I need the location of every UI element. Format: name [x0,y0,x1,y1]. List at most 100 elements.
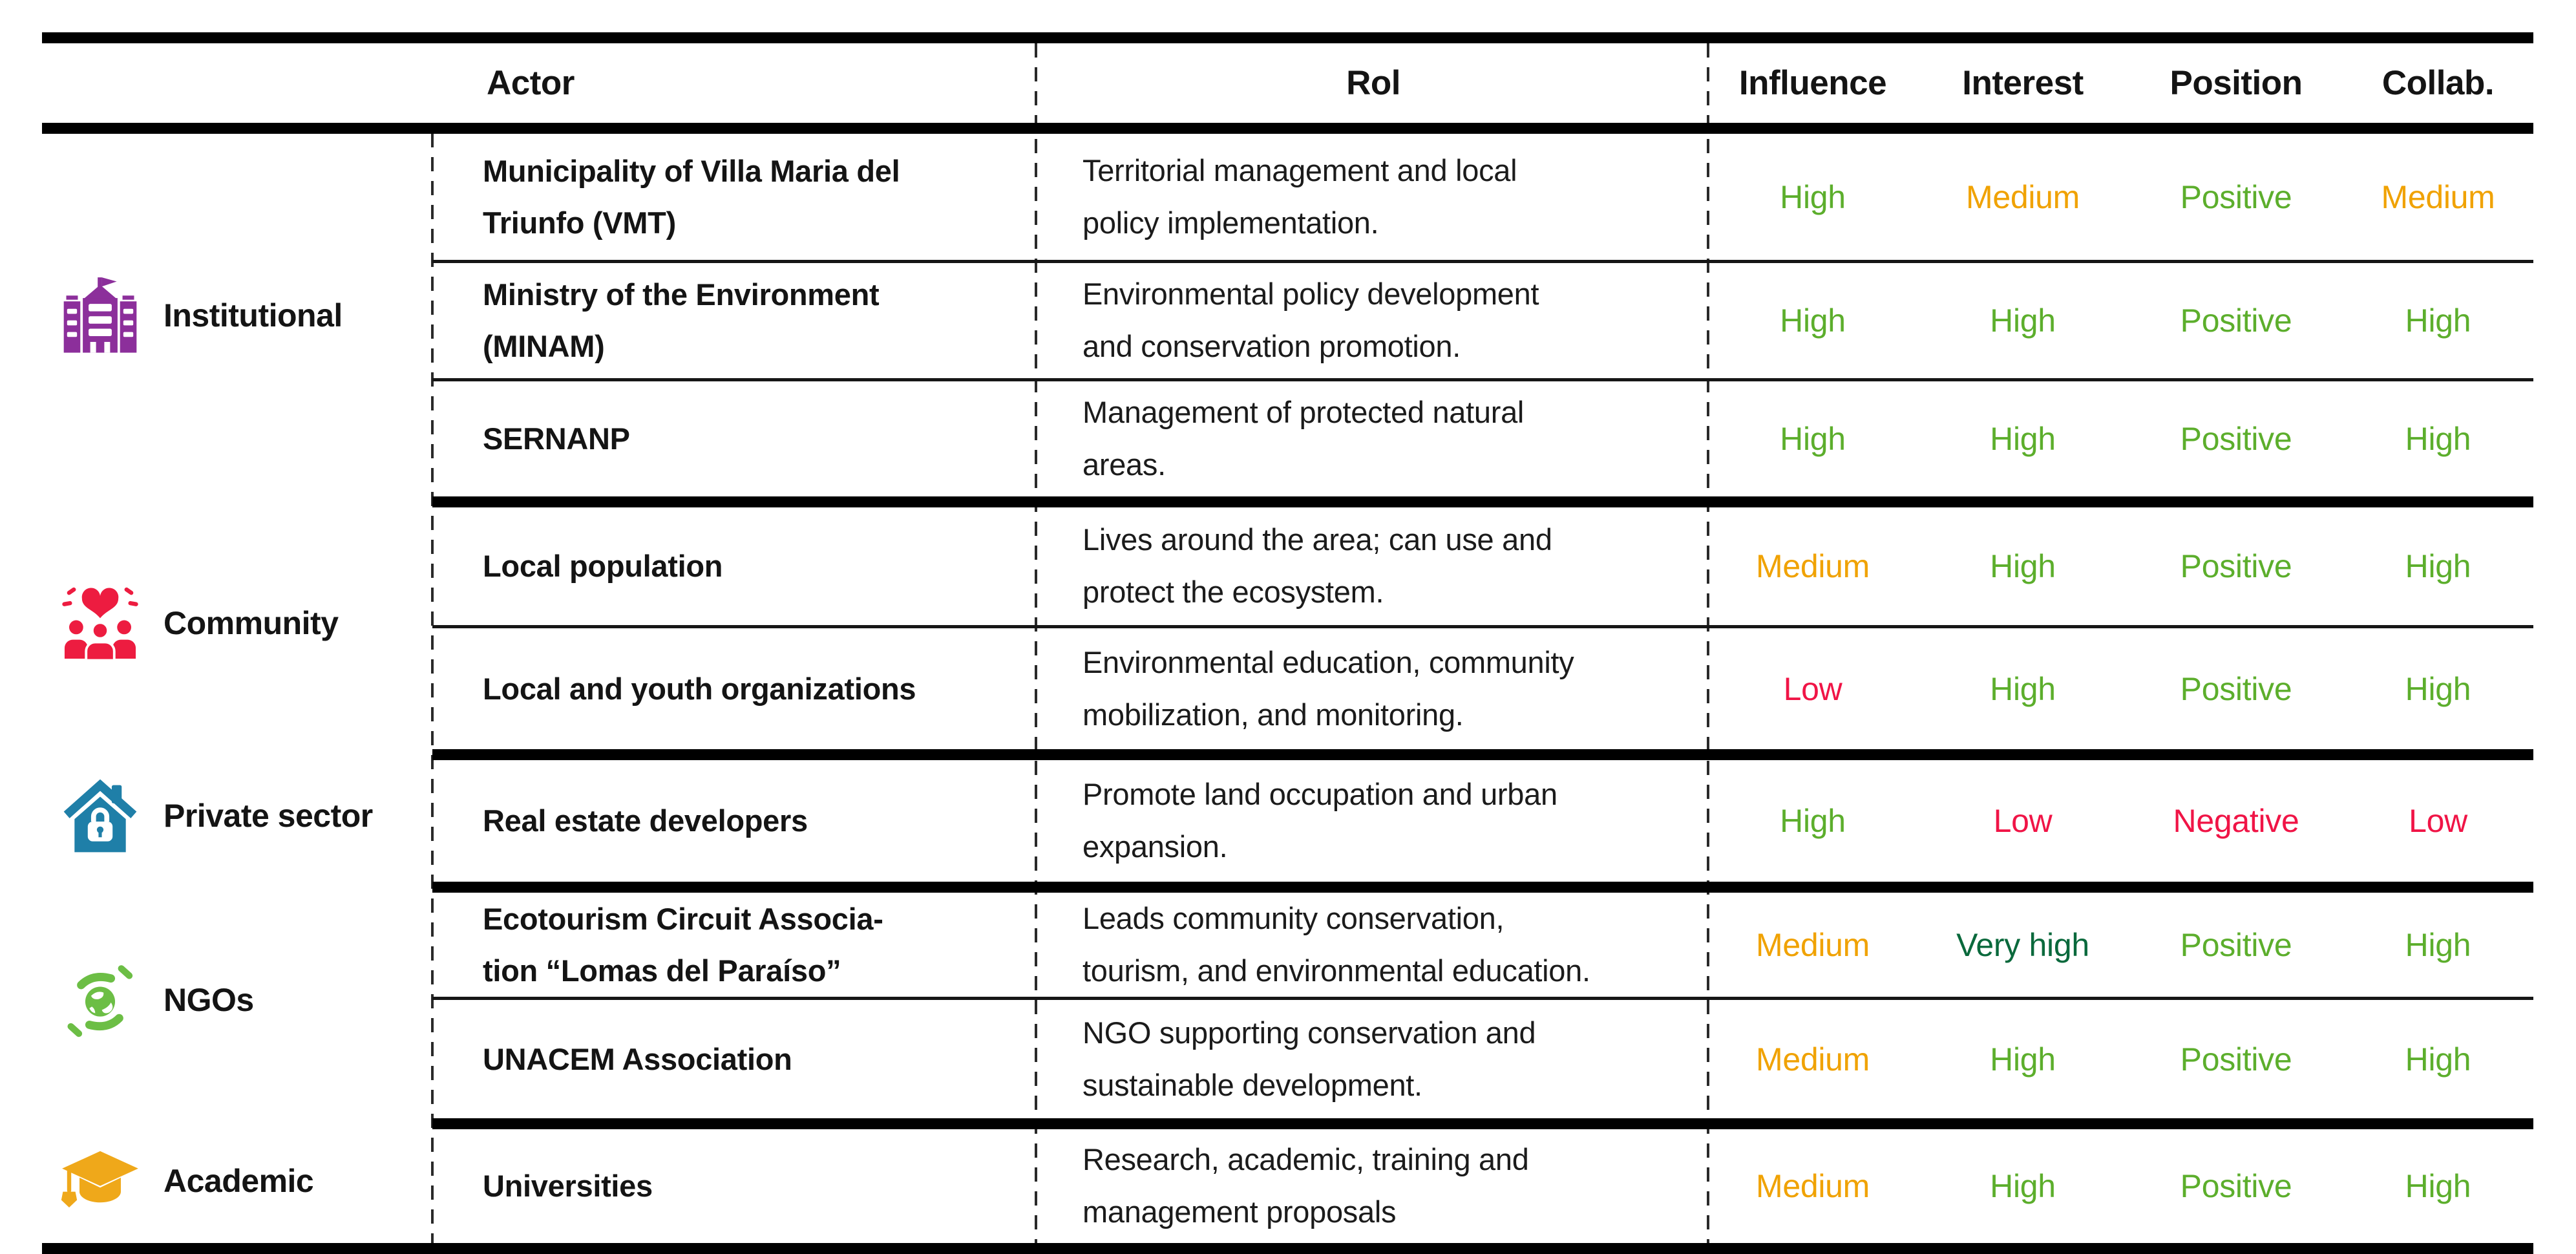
col-header-collab: Collab. [2343,43,2533,134]
actor-name: Local and youth organizations [432,625,1037,749]
col-header-position: Position [2129,43,2343,134]
value-text: High [1990,548,2056,584]
value-text: High [2405,670,2471,707]
collab-value: High [2343,625,2533,749]
collab-value: Medium [2343,134,2533,260]
value-text: Positive [2180,178,2292,215]
role-description: Environmental education, community mobil… [1037,625,1709,749]
interest-value: High [1916,378,2129,496]
value-text: Positive [2180,1168,2292,1204]
hands-around-globe-icon [67,965,133,1037]
interest-value: High [1916,260,2129,378]
interest-value: High [1916,997,2129,1118]
actor-name: Ministry of the Environment (MINAM) [432,260,1037,378]
category-label: Private sector [164,797,373,834]
col-header-influence: Influence [1709,43,1916,134]
graduation-cap-icon [61,1151,138,1207]
value-text: High [1990,1168,2056,1204]
influence-value: High [1709,378,1916,496]
position-value: Positive [2129,1118,2343,1243]
value-text: Positive [2180,548,2292,584]
influence-value: High [1709,749,1916,882]
collab-value: Low [2343,749,2533,882]
value-text: High [1780,178,1846,215]
actor-name: UNACEM Association [432,997,1037,1118]
actor-name: Real estate developers [432,749,1037,882]
category-ngos: NGOs [42,882,432,1118]
house-with-lock-icon [63,779,137,852]
role-description: Leads community conservation, tourism, a… [1037,882,1709,997]
value-text: Medium [2381,178,2495,215]
category-private-sector: Private sector [42,749,432,882]
collab-value: High [2343,260,2533,378]
interest-value: Low [1916,749,2129,882]
stakeholder-table: Actor Rol Influence Interest Position Co… [42,32,2533,1254]
role-description: Lives around the area; can use and prote… [1037,496,1709,625]
actor-name: SERNANP [432,378,1037,496]
value-text: High [2405,548,2471,584]
category-academic: Academic [42,1118,432,1243]
actor-rol-divider-dashed-line [1035,43,1037,1243]
category-label: NGOs [164,982,254,1018]
value-text: High [2405,303,2471,339]
influence-value: Low [1709,625,1916,749]
influence-value: High [1709,134,1916,260]
value-text: High [2405,1041,2471,1078]
value-text: High [1990,1041,2056,1078]
position-value: Positive [2129,134,2343,260]
position-value: Positive [2129,882,2343,997]
influence-value: High [1709,260,1916,378]
value-text: Low [1993,803,2053,839]
category-institutional: Institutional [42,134,432,496]
value-text: High [1780,303,1846,339]
actor-name: Municipality of Villa Maria del Triunfo … [483,153,900,240]
role-description: Management of protected natural areas. [1037,378,1709,496]
role-description: Promote land occupation and urban expans… [1037,749,1709,882]
collab-value: High [2343,496,2533,625]
interest-value: High [1916,625,2129,749]
value-text: High [2405,1168,2471,1204]
collab-value: High [2343,997,2533,1118]
influence-value: Medium [1709,997,1916,1118]
value-text: Negative [2173,803,2299,839]
value-text: Positive [2180,1041,2292,1078]
position-value: Positive [2129,496,2343,625]
position-value: Positive [2129,625,2343,749]
actor-name: Local population [432,496,1037,625]
category-label: Institutional [164,297,343,334]
position-value: Negative [2129,749,2343,882]
value-text: High [1990,670,2056,707]
value-text: High [2405,421,2471,457]
value-text: Very high [1956,926,2089,963]
interest-value: Very high [1916,882,2129,997]
category-label: Academic [164,1162,314,1199]
value-text: Medium [1755,1168,1870,1204]
government-building-icon [63,277,137,353]
value-text: Medium [1965,178,2080,215]
value-text: Medium [1755,1041,1870,1078]
value-text: Positive [2180,926,2292,963]
value-text: Positive [2180,421,2292,457]
influence-value: Medium [1709,1118,1916,1243]
value-text: Low [1783,670,1842,707]
position-value: Positive [2129,378,2343,496]
position-value: Positive [2129,260,2343,378]
col-header-interest: Interest [1916,43,2129,134]
interest-value: Medium [1916,134,2129,260]
role-description: Environmental policy development and con… [1037,260,1709,378]
collab-value: High [2343,882,2533,997]
interest-value: High [1916,496,2129,625]
col-header-actor: Actor [42,43,1037,134]
value-text: High [1780,803,1846,839]
category-actor-divider-dashed-line [431,133,434,1243]
rol-values-divider-dashed-line [1707,43,1709,1243]
collab-value: High [2343,1118,2533,1243]
actor-name: Ecotourism Circuit Associa- tion “Lomas … [432,882,1037,997]
influence-value: Medium [1709,882,1916,997]
position-value: Positive [2129,997,2343,1118]
value-text: High [1780,421,1846,457]
value-text: Positive [2180,303,2292,339]
value-text: High [2405,926,2471,963]
role-description: Research, academic, training and managem… [1037,1118,1709,1243]
value-text: Positive [2180,670,2292,707]
